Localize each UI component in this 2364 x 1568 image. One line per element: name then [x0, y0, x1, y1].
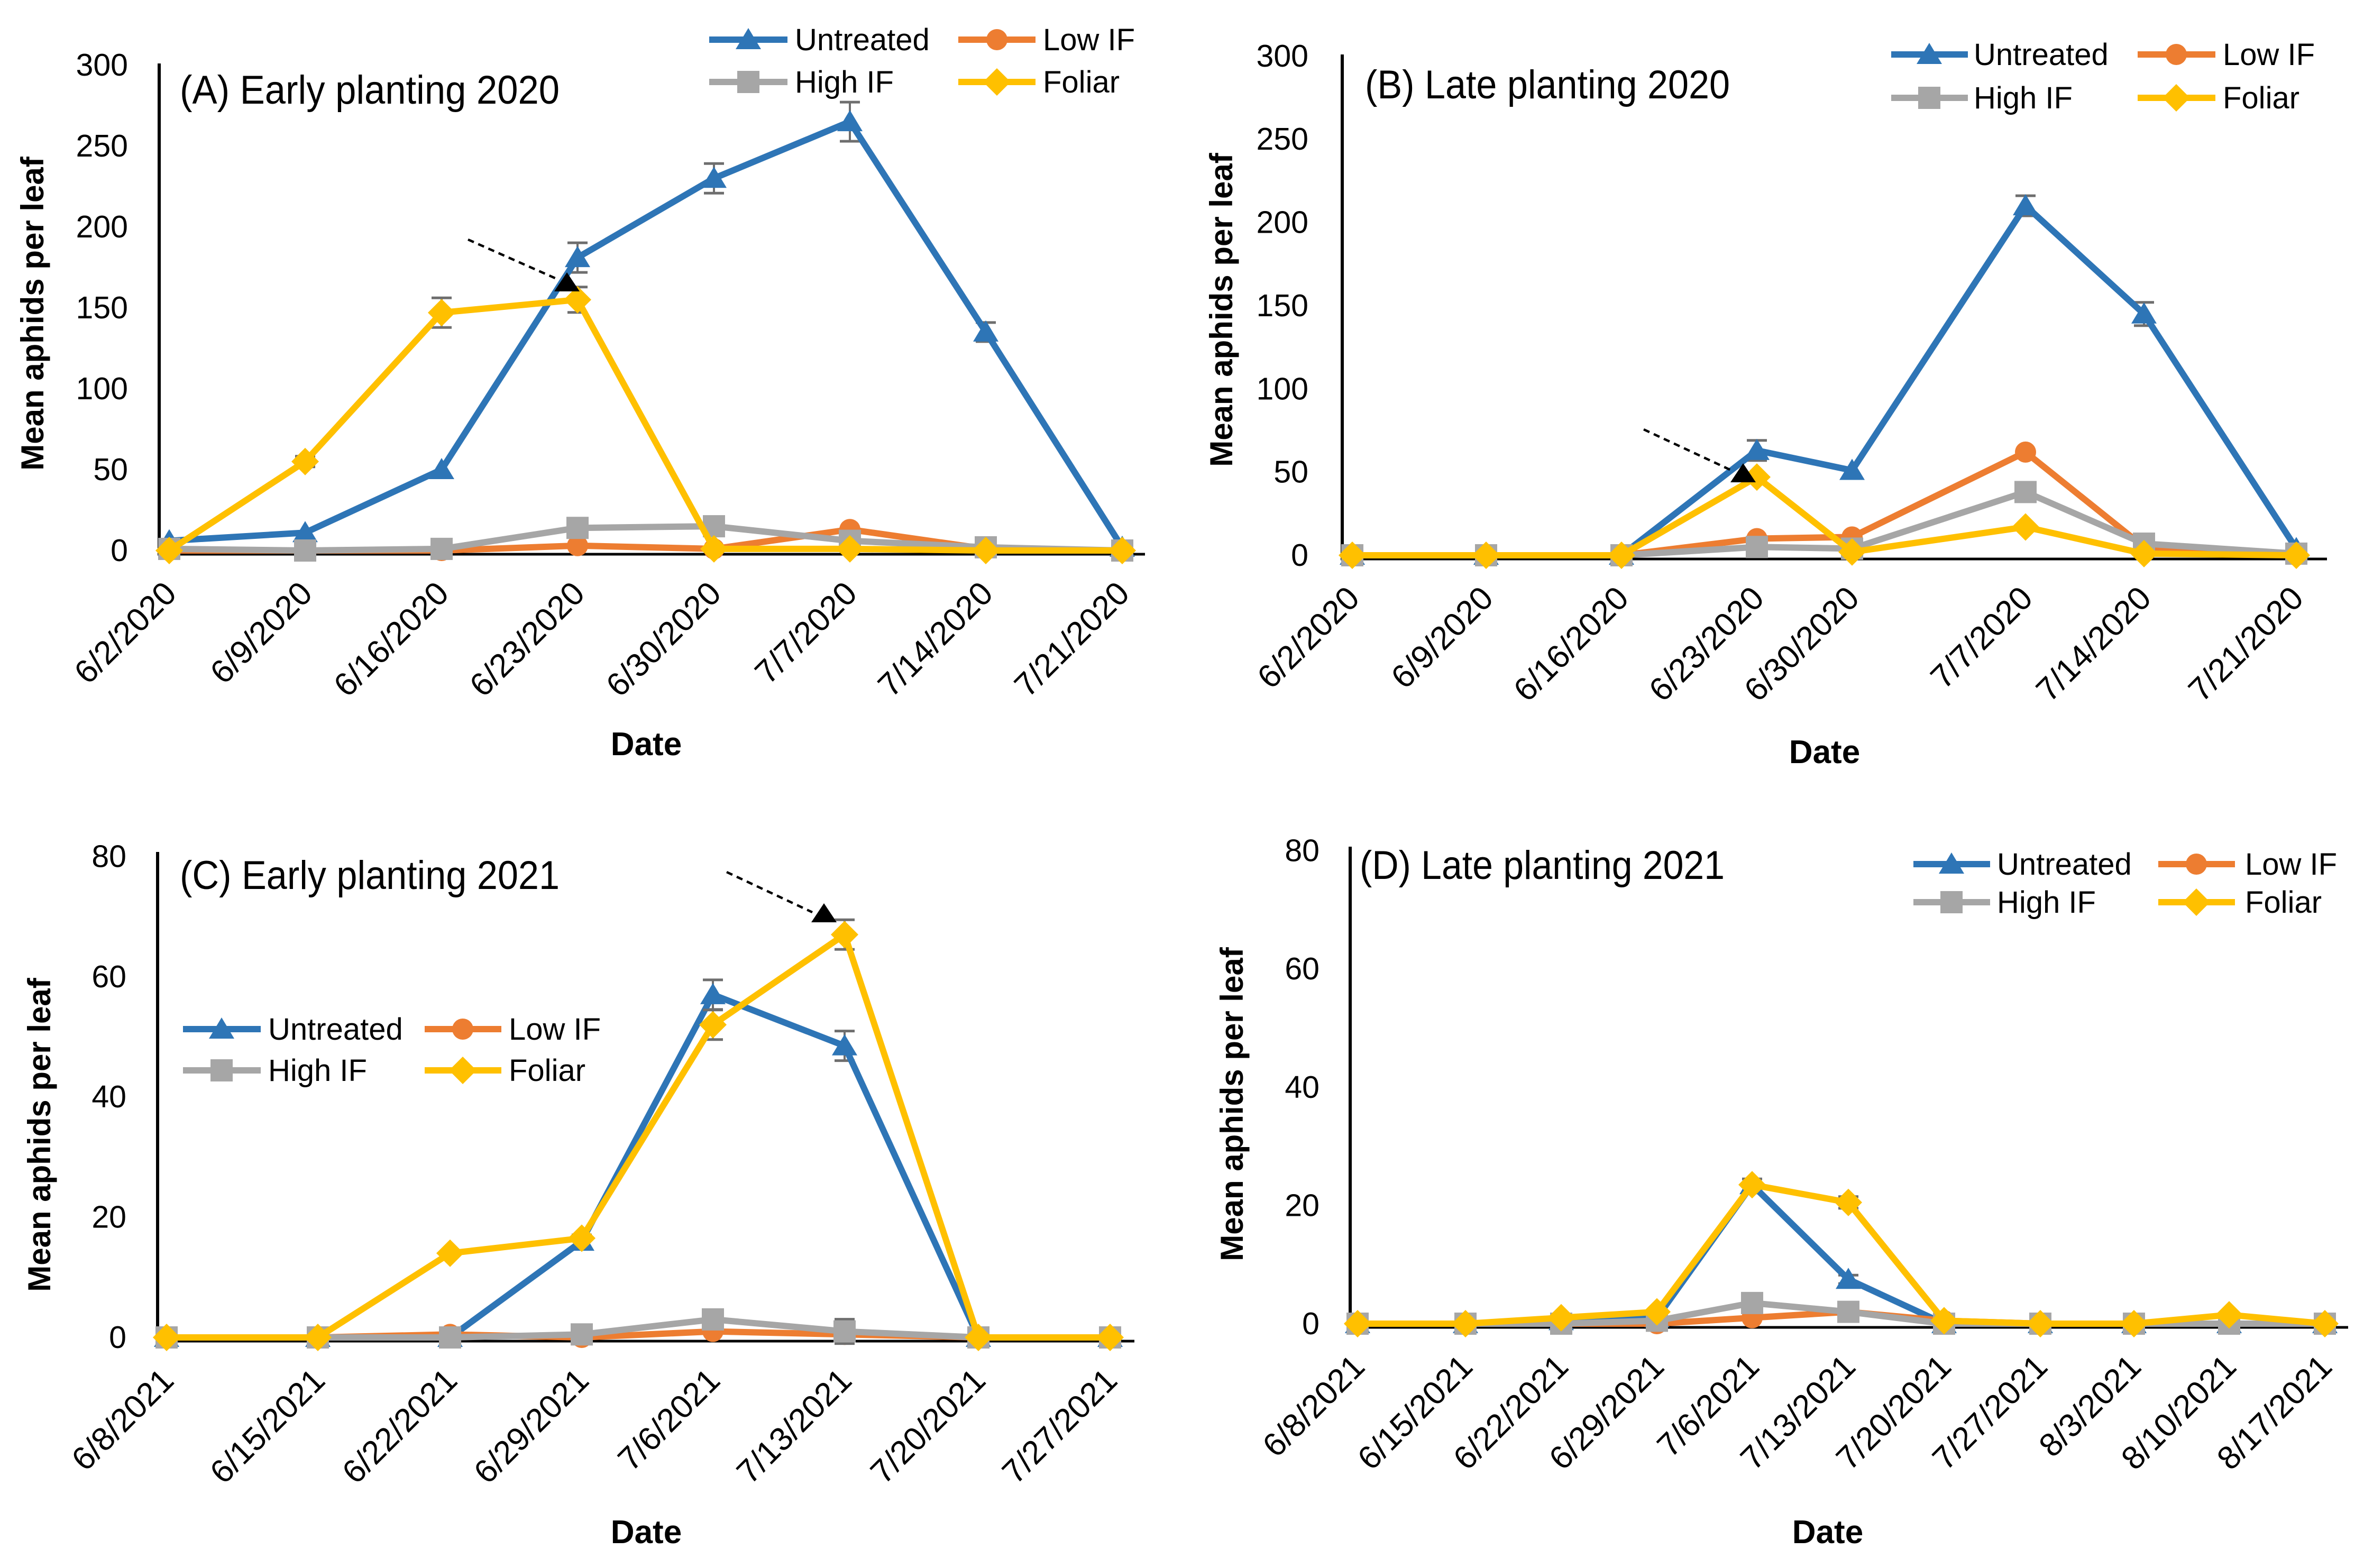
- svg-text:250: 250: [1257, 122, 1308, 157]
- svg-text:Mean aphids per leaf: Mean aphids per leaf: [15, 156, 50, 471]
- svg-text:7/20/2021: 7/20/2021: [864, 1362, 993, 1491]
- svg-text:6/2/2020: 6/2/2020: [1250, 580, 1366, 695]
- svg-text:Foliar: Foliar: [1043, 65, 1120, 99]
- svg-text:Date: Date: [611, 726, 682, 763]
- svg-text:7/21/2020: 7/21/2020: [1007, 575, 1137, 704]
- svg-text:Untreated: Untreated: [1974, 38, 2109, 72]
- svg-text:Untreated: Untreated: [268, 1012, 403, 1047]
- svg-text:80: 80: [1285, 833, 1320, 868]
- svg-text:300: 300: [76, 48, 128, 82]
- svg-text:6/15/2021: 6/15/2021: [203, 1362, 332, 1491]
- svg-text:0: 0: [111, 533, 128, 568]
- svg-text:7/27/2021: 7/27/2021: [995, 1362, 1124, 1491]
- svg-text:Untreated: Untreated: [795, 23, 930, 57]
- svg-text:Mean aphids per leaf: Mean aphids per leaf: [1204, 152, 1239, 467]
- svg-text:Low IF: Low IF: [2223, 38, 2315, 72]
- svg-text:Date: Date: [611, 1514, 682, 1551]
- svg-text:6/8/2021: 6/8/2021: [1256, 1348, 1371, 1464]
- svg-text:Date: Date: [1789, 734, 1860, 771]
- svg-text:250: 250: [76, 129, 128, 163]
- svg-text:60: 60: [91, 959, 126, 994]
- svg-text:6/22/2021: 6/22/2021: [335, 1362, 464, 1491]
- svg-text:0: 0: [1291, 538, 1308, 573]
- svg-text:Low IF: Low IF: [509, 1012, 601, 1047]
- svg-text:100: 100: [76, 371, 128, 406]
- svg-text:7/14/2020: 7/14/2020: [2029, 580, 2158, 709]
- svg-text:7/21/2020: 7/21/2020: [2182, 580, 2311, 709]
- svg-text:6/30/2020: 6/30/2020: [599, 575, 728, 704]
- svg-text:20: 20: [1285, 1188, 1320, 1223]
- svg-text:6/9/2020: 6/9/2020: [1384, 580, 1500, 695]
- svg-text:0: 0: [109, 1320, 126, 1355]
- svg-text:300: 300: [1257, 39, 1308, 74]
- svg-text:High IF: High IF: [795, 65, 894, 99]
- svg-text:20: 20: [91, 1200, 126, 1235]
- svg-text:200: 200: [1257, 205, 1308, 240]
- svg-text:Date: Date: [1792, 1514, 1863, 1551]
- svg-text:100: 100: [1257, 371, 1308, 406]
- svg-text:40: 40: [1285, 1070, 1320, 1105]
- svg-text:200: 200: [76, 209, 128, 244]
- svg-text:Foliar: Foliar: [2223, 81, 2299, 115]
- svg-text:(C) Early planting 2021: (C) Early planting 2021: [180, 853, 560, 898]
- svg-text:6/23/2020: 6/23/2020: [463, 575, 592, 704]
- svg-text:Foliar: Foliar: [509, 1053, 585, 1088]
- svg-text:Untreated: Untreated: [1997, 847, 2132, 882]
- svg-text:Low IF: Low IF: [2245, 847, 2337, 882]
- svg-text:7/13/2021: 7/13/2021: [730, 1362, 859, 1491]
- svg-text:Mean aphids per leaf: Mean aphids per leaf: [1214, 947, 1250, 1261]
- svg-text:0: 0: [1302, 1306, 1320, 1341]
- svg-text:6/8/2021: 6/8/2021: [65, 1362, 180, 1478]
- svg-text:High IF: High IF: [1997, 885, 2096, 920]
- svg-text:(D) Late planting 2021: (D) Late planting 2021: [1360, 843, 1725, 888]
- svg-text:6/9/2020: 6/9/2020: [203, 575, 319, 691]
- svg-text:High IF: High IF: [1974, 81, 2073, 115]
- svg-text:Foliar: Foliar: [2245, 885, 2322, 920]
- svg-text:7/7/2020: 7/7/2020: [1923, 580, 2039, 695]
- svg-text:(B) Late planting 2020: (B) Late planting 2020: [1365, 62, 1730, 107]
- svg-text:Mean aphids per leaf: Mean aphids per leaf: [22, 977, 57, 1292]
- svg-text:7/7/2020: 7/7/2020: [748, 575, 864, 691]
- svg-text:(A) Early planting 2020: (A) Early planting 2020: [180, 68, 560, 113]
- svg-text:40: 40: [91, 1079, 126, 1114]
- svg-text:High IF: High IF: [268, 1053, 367, 1088]
- svg-text:7/14/2020: 7/14/2020: [871, 575, 1000, 704]
- svg-text:6/29/2021: 6/29/2021: [467, 1362, 596, 1491]
- svg-text:6/16/2020: 6/16/2020: [327, 575, 456, 704]
- svg-text:150: 150: [1257, 288, 1308, 323]
- svg-text:6/2/2020: 6/2/2020: [67, 575, 183, 691]
- svg-text:50: 50: [1273, 455, 1308, 490]
- svg-text:Low IF: Low IF: [1043, 23, 1135, 57]
- svg-text:60: 60: [1285, 951, 1320, 986]
- svg-text:50: 50: [93, 452, 128, 487]
- svg-text:6/16/2020: 6/16/2020: [1507, 580, 1636, 709]
- svg-text:80: 80: [91, 839, 126, 874]
- svg-text:7/6/2021: 7/6/2021: [611, 1362, 727, 1478]
- svg-text:150: 150: [76, 290, 128, 325]
